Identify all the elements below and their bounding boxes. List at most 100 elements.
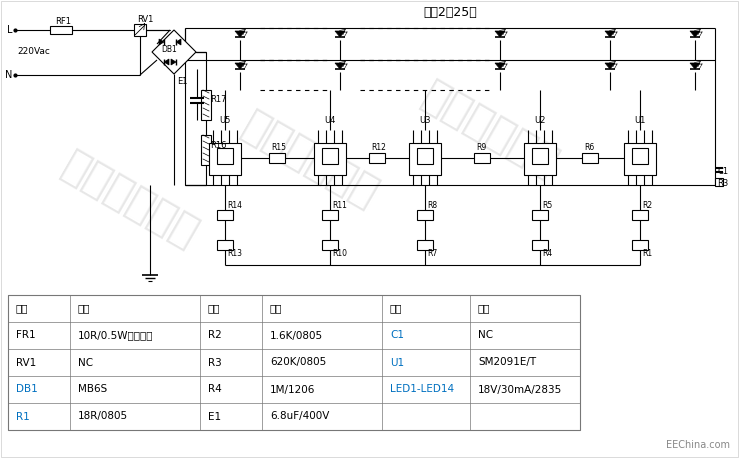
Text: R12: R12 (371, 143, 386, 153)
Text: 参数: 参数 (478, 304, 491, 313)
Bar (417, 240, 433, 250)
Polygon shape (171, 59, 176, 65)
Text: 1M/1206: 1M/1206 (270, 385, 316, 394)
Text: L: L (7, 25, 12, 35)
Bar (417, 210, 433, 220)
Bar (269, 153, 285, 163)
Text: 锃亮科技电子: 锃亮科技电子 (55, 144, 205, 256)
Bar (209, 143, 241, 175)
Bar (50, 26, 72, 34)
Text: DB1: DB1 (16, 385, 38, 394)
Text: U3: U3 (419, 116, 431, 125)
Polygon shape (495, 31, 505, 37)
Text: 620K/0805: 620K/0805 (270, 358, 326, 367)
Polygon shape (605, 63, 615, 69)
Text: R9: R9 (476, 143, 486, 153)
Text: R14: R14 (227, 202, 242, 211)
Bar (417, 148, 433, 164)
Bar (322, 148, 338, 164)
Bar (624, 143, 656, 175)
Bar (632, 148, 648, 164)
Text: U1: U1 (390, 358, 404, 367)
Polygon shape (159, 39, 164, 45)
Bar (715, 178, 723, 186)
Text: U2: U2 (534, 116, 545, 125)
Text: R2: R2 (642, 202, 652, 211)
Bar (409, 143, 441, 175)
Text: DB1: DB1 (161, 45, 177, 55)
Text: R1: R1 (16, 411, 30, 421)
Text: 1.6K/0805: 1.6K/0805 (270, 331, 323, 340)
Text: U4: U4 (324, 116, 336, 125)
Text: E1: E1 (208, 411, 221, 421)
Bar (532, 210, 548, 220)
Text: 位号: 位号 (390, 304, 403, 313)
Text: R5: R5 (542, 202, 552, 211)
Polygon shape (605, 31, 615, 37)
Bar (632, 210, 648, 220)
Text: R2: R2 (208, 331, 222, 340)
Text: 参数: 参数 (78, 304, 90, 313)
Text: EEChina.com: EEChina.com (666, 440, 730, 450)
Bar (322, 210, 338, 220)
Text: R4: R4 (542, 250, 552, 258)
Text: 位号: 位号 (16, 304, 29, 313)
Polygon shape (235, 63, 245, 69)
Polygon shape (335, 63, 345, 69)
Text: 锃亮科技电子: 锃亮科技电子 (415, 74, 565, 185)
Text: R1: R1 (642, 250, 652, 258)
Text: RV1: RV1 (16, 358, 36, 367)
Text: 10R/0.5W绕线电阻: 10R/0.5W绕线电阻 (78, 331, 154, 340)
Polygon shape (152, 30, 196, 74)
Polygon shape (495, 63, 505, 69)
Text: R17: R17 (210, 96, 226, 104)
Text: RV1: RV1 (137, 15, 154, 23)
Text: U1: U1 (634, 116, 646, 125)
Text: R16: R16 (210, 141, 226, 149)
Text: RF1: RF1 (55, 17, 71, 27)
Bar (369, 153, 385, 163)
Bar (134, 24, 146, 36)
Text: 220Vac: 220Vac (17, 48, 50, 56)
Text: 18R/0805: 18R/0805 (78, 411, 128, 421)
Text: MB6S: MB6S (78, 385, 107, 394)
Text: 锃亮科技电子: 锃亮科技电子 (234, 104, 386, 216)
Bar (474, 153, 490, 163)
Polygon shape (235, 31, 245, 37)
Polygon shape (335, 31, 345, 37)
Text: LED1-LED14: LED1-LED14 (390, 385, 454, 394)
Polygon shape (176, 39, 181, 45)
Bar (532, 240, 548, 250)
Text: C1: C1 (717, 168, 728, 176)
Text: R13: R13 (227, 250, 242, 258)
Text: R7: R7 (427, 250, 437, 258)
Text: 参数: 参数 (270, 304, 282, 313)
Bar (632, 240, 648, 250)
Bar (314, 143, 346, 175)
Text: R4: R4 (208, 385, 222, 394)
Text: R15: R15 (271, 143, 286, 153)
Bar (217, 210, 233, 220)
Text: 6.8uF/400V: 6.8uF/400V (270, 411, 330, 421)
Text: R10: R10 (332, 250, 347, 258)
Text: R11: R11 (332, 202, 347, 211)
Bar (8, 295, 580, 430)
Bar (217, 240, 233, 250)
Text: 位号: 位号 (208, 304, 220, 313)
Text: FR1: FR1 (16, 331, 35, 340)
Polygon shape (690, 31, 700, 37)
Bar (582, 153, 598, 163)
Text: R8: R8 (427, 202, 437, 211)
Bar (201, 135, 211, 165)
Text: 18V/30mA/2835: 18V/30mA/2835 (478, 385, 562, 394)
Bar (201, 90, 211, 120)
Text: 灯珠2并25串: 灯珠2并25串 (423, 5, 477, 18)
Text: R6: R6 (584, 143, 594, 153)
Bar (322, 240, 338, 250)
Text: U5: U5 (219, 116, 231, 125)
Bar (524, 143, 556, 175)
Bar (217, 148, 233, 164)
Text: NC: NC (78, 358, 93, 367)
Text: NC: NC (478, 331, 493, 340)
Polygon shape (164, 59, 169, 65)
